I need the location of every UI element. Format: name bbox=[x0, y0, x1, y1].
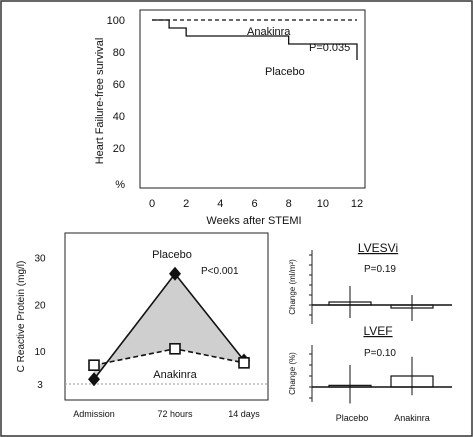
survival-x-axis-label: Weeks after STEMI bbox=[206, 215, 301, 227]
survival-y-tick-label: % bbox=[115, 179, 125, 191]
crp-y-axis-label: C Reactive Protein (mg/l) bbox=[16, 261, 27, 373]
bar-x-category-label: Anakinra bbox=[394, 413, 430, 423]
survival-series-label: Anakinra bbox=[247, 26, 291, 38]
crp-x-category-label: 72 hours bbox=[157, 409, 193, 419]
survival-p-value: P=0.035 bbox=[309, 42, 350, 54]
crp-series-label: Placebo bbox=[152, 249, 192, 261]
bar-x-category-label: Placebo bbox=[336, 413, 369, 423]
survival-x-tick-label: 6 bbox=[251, 198, 257, 210]
crp-y-tick-label: 30 bbox=[34, 253, 46, 264]
survival-x-tick-label: 8 bbox=[286, 198, 292, 210]
panel-lvef: LVEF Change (%) P=0.10 Placebo Anakinra bbox=[288, 324, 452, 423]
crp-plot-frame bbox=[64, 232, 269, 401]
survival-y-tick-label: 80 bbox=[113, 47, 125, 59]
panel-survival: 0 2 4 6 8 10 12 100 80 60 40 20% Weeks after STEMI He… bbox=[94, 9, 366, 227]
survival-y-axis-label: Heart Failure-free survival bbox=[94, 38, 106, 165]
lvesvi-y-axis-label: Change (ml/m²) bbox=[288, 259, 297, 315]
survival-y-tick-label: 20 bbox=[113, 143, 125, 155]
survival-y-tick-label: 100 bbox=[107, 15, 125, 27]
crp-x-category-label: Admission bbox=[73, 409, 115, 419]
crp-x-category-label: 14 days bbox=[228, 409, 260, 419]
crp-anakinra-marker bbox=[238, 357, 250, 369]
lvesvi-p-value: P=0.19 bbox=[364, 264, 396, 275]
crp-series-label: Anakinra bbox=[153, 369, 197, 381]
survival-plot-frame bbox=[139, 9, 366, 189]
crp-placebo-marker bbox=[88, 372, 100, 387]
crp-placebo-marker bbox=[169, 266, 181, 281]
survival-y-tick-label: 60 bbox=[113, 79, 125, 91]
lvesvi-panel-title: LVESVi bbox=[358, 241, 398, 255]
panel-crp: 30 20 10 3 C Reactive Protein (mg/l) Admissio… bbox=[16, 232, 269, 419]
survival-series-label: Placebo bbox=[265, 66, 305, 78]
crp-anakinra-marker bbox=[169, 342, 181, 355]
panel-lvesvi: LVESVi Change (ml/m²) P=0.19 bbox=[288, 241, 452, 324]
survival-x-tick-label: 4 bbox=[217, 198, 223, 210]
crp-p-value: P<0.001 bbox=[201, 266, 239, 277]
survival-x-tick-label: 2 bbox=[183, 198, 189, 210]
lvef-p-value: P=0.10 bbox=[364, 348, 396, 359]
survival-series-line bbox=[152, 19, 358, 60]
survival-x-tick-label: 12 bbox=[351, 198, 363, 210]
survival-x-tick-label: 0 bbox=[149, 198, 155, 210]
crp-anakinra-marker bbox=[88, 359, 100, 371]
lvef-y-axis-label: Change (%) bbox=[288, 352, 297, 395]
survival-x-tick-label: 10 bbox=[317, 198, 329, 210]
crp-y-tick-label: 3 bbox=[37, 380, 43, 391]
lvef-panel-title: LVEF bbox=[363, 324, 392, 338]
crp-y-tick-label: 10 bbox=[34, 347, 46, 358]
survival-y-tick-label: 40 bbox=[113, 111, 125, 123]
crp-difference-area bbox=[94, 273, 244, 380]
crp-y-tick-label: 20 bbox=[34, 300, 46, 311]
